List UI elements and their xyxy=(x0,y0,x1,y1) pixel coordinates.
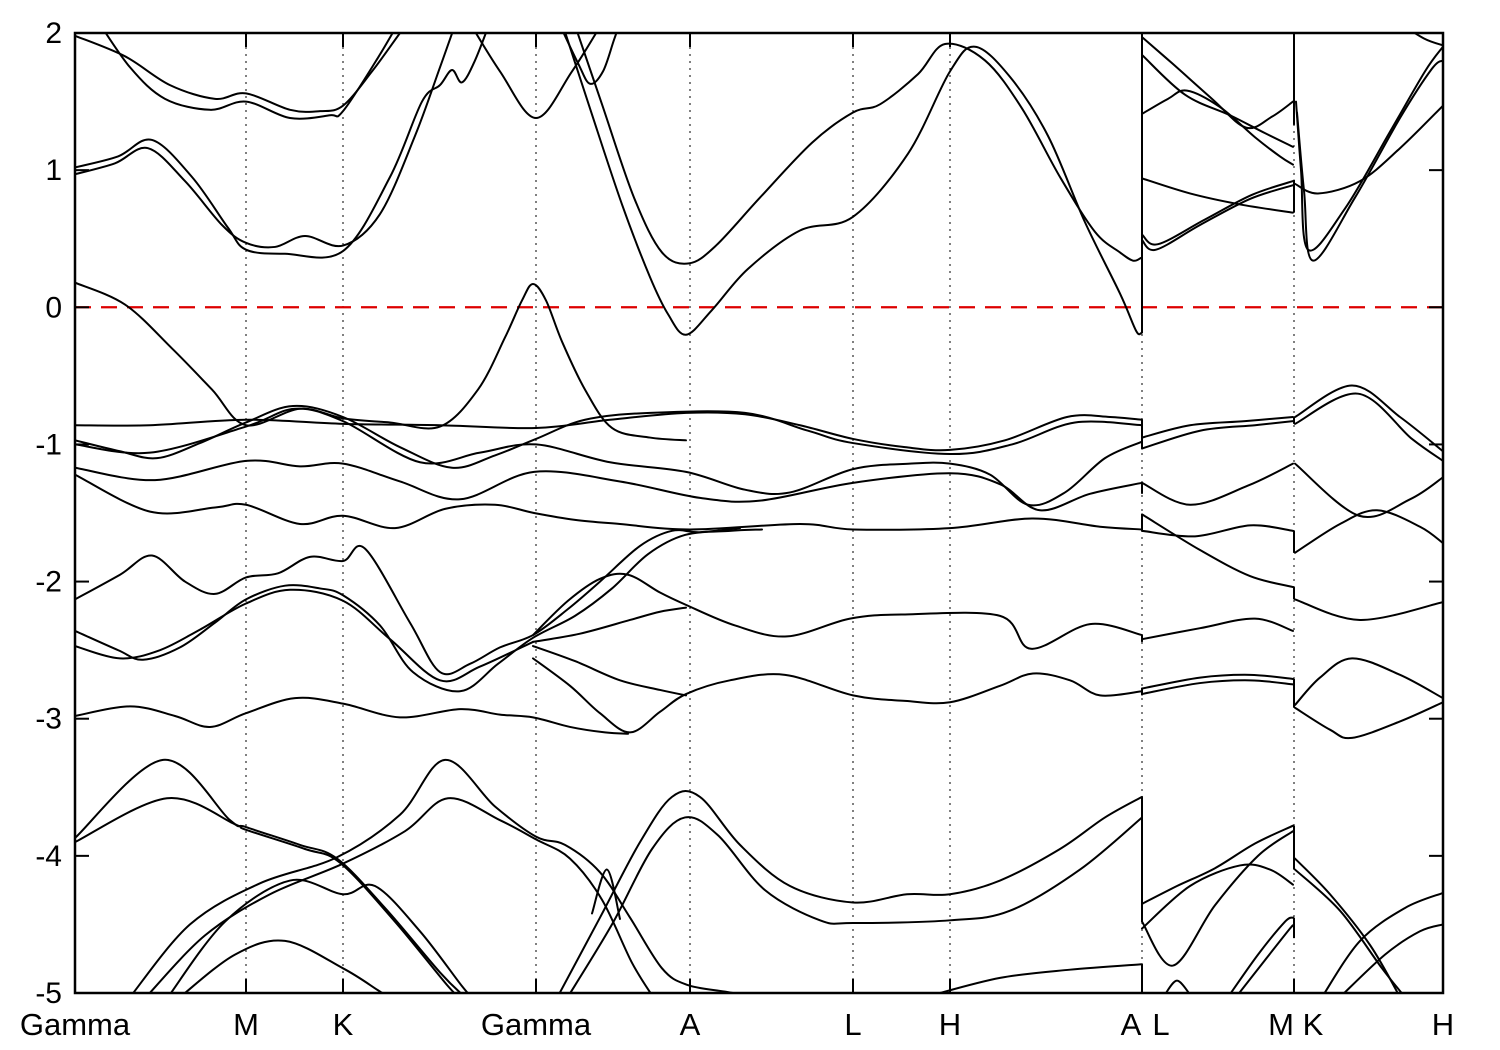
band-line-c7 xyxy=(564,33,1142,336)
band-line-q5 xyxy=(1141,524,1294,538)
band-line-s1a xyxy=(1141,673,1294,690)
x-tick-label-h: H xyxy=(939,1007,961,1042)
y-tick-label: -1 xyxy=(35,428,62,461)
band-line-t2d1 xyxy=(1141,184,1294,252)
band-line-m2 xyxy=(75,404,1143,469)
band-line-m1 xyxy=(75,411,1143,452)
band-line-c3 xyxy=(75,33,402,113)
band-line-r2 xyxy=(1294,392,1443,462)
band-line-t2c xyxy=(1141,89,1294,166)
band-line-L4 xyxy=(532,657,1143,734)
band-line-L2c xyxy=(75,588,534,683)
band-line-ua xyxy=(1141,824,1294,905)
x-tick-label-gamma: Gamma xyxy=(481,1007,592,1042)
band-line-t2d2 xyxy=(1141,180,1294,246)
band-line-c4 xyxy=(104,33,394,120)
band-line-w1 xyxy=(936,963,1143,993)
band-line-arc3 xyxy=(183,939,384,993)
band-line-R2 xyxy=(148,797,652,993)
band-line-L1 xyxy=(75,527,741,676)
band-line-t2e xyxy=(1141,177,1294,214)
band-line-ub xyxy=(1141,830,1294,967)
band-line-q1 xyxy=(1141,416,1294,439)
band-line-t3c xyxy=(1294,104,1443,195)
band-line-t3d xyxy=(1412,33,1443,47)
band-line-t3a xyxy=(1295,45,1443,252)
x-tick-label-a: A xyxy=(680,1007,701,1042)
band-line-m4 xyxy=(75,459,1143,512)
band-line-c8 xyxy=(576,33,1142,265)
band-line-c5 xyxy=(474,33,598,120)
band-line-q4 xyxy=(1141,513,1294,589)
plot-frame xyxy=(73,31,1445,995)
band-line-B2 xyxy=(75,797,456,993)
x-tick-label-k: K xyxy=(333,1007,354,1042)
band-line-ud2 xyxy=(1237,924,1295,993)
band-line-r4 xyxy=(1294,509,1443,554)
band-line-horn xyxy=(591,868,621,920)
band-line-x3 xyxy=(1323,891,1443,993)
band-line-t3b xyxy=(1296,59,1443,262)
band-line-c6 xyxy=(562,33,618,85)
band-line-B1 xyxy=(75,758,463,993)
y-tick-label: -2 xyxy=(35,566,62,599)
y-tick-label: 1 xyxy=(45,154,62,187)
band-line-c1 xyxy=(75,33,454,249)
band-line-c2 xyxy=(75,33,487,259)
band-line-q2 xyxy=(1141,420,1294,450)
x-tick-label-h: H xyxy=(1432,1007,1454,1042)
band-line-L3 xyxy=(532,572,1143,650)
band-line-L2 xyxy=(75,528,763,693)
band-line-r5 xyxy=(1294,598,1443,621)
band-line-L3p2 xyxy=(1141,617,1294,641)
x-tick-label-k: K xyxy=(1303,1007,1324,1042)
band-line-m3 xyxy=(75,407,1143,507)
x-tick-label-m: M xyxy=(233,1007,259,1042)
y-tick-label: -3 xyxy=(35,703,62,736)
bands-group xyxy=(75,33,1443,993)
band-line-q3 xyxy=(1141,462,1294,506)
band-line-R1 xyxy=(131,758,739,993)
x-tick-label-m: M xyxy=(1268,1007,1294,1042)
band-line-v0 xyxy=(75,281,687,442)
band-line-t2a xyxy=(1141,36,1294,130)
band-line-Ab xyxy=(569,816,1143,993)
y-tick-label: 0 xyxy=(45,291,62,324)
band-line-e2 xyxy=(1294,701,1443,740)
band-line-s1b xyxy=(1141,679,1294,696)
band-line-r1 xyxy=(1294,384,1443,453)
x-tick-label-a: A xyxy=(1121,1007,1142,1042)
y-tick-label: 2 xyxy=(45,17,62,50)
band-line-x2 xyxy=(1294,868,1403,993)
band-line-uc xyxy=(1141,863,1294,930)
y-tick-label: -4 xyxy=(35,840,62,873)
band-line-m5 xyxy=(75,473,1143,531)
band-line-x4 xyxy=(1342,923,1443,993)
band-line-x1 xyxy=(1294,857,1399,993)
band-line-L4b xyxy=(532,645,687,697)
x-tick-label-gamma: Gamma xyxy=(20,1007,131,1042)
band-line-u4 xyxy=(1164,979,1191,993)
band-line-Aa xyxy=(558,790,1143,993)
y-tick-label: -5 xyxy=(35,977,62,1010)
band-line-r3 xyxy=(1294,462,1443,519)
band-line-L5 xyxy=(75,696,629,735)
band-line-ud1 xyxy=(1229,916,1294,993)
x-tick-label-l: L xyxy=(1152,1007,1169,1042)
band-line-arc2 xyxy=(169,878,470,993)
band-line-e1 xyxy=(1294,657,1443,706)
band-line-L3b xyxy=(532,606,687,643)
x-tick-label-l: L xyxy=(844,1007,861,1042)
